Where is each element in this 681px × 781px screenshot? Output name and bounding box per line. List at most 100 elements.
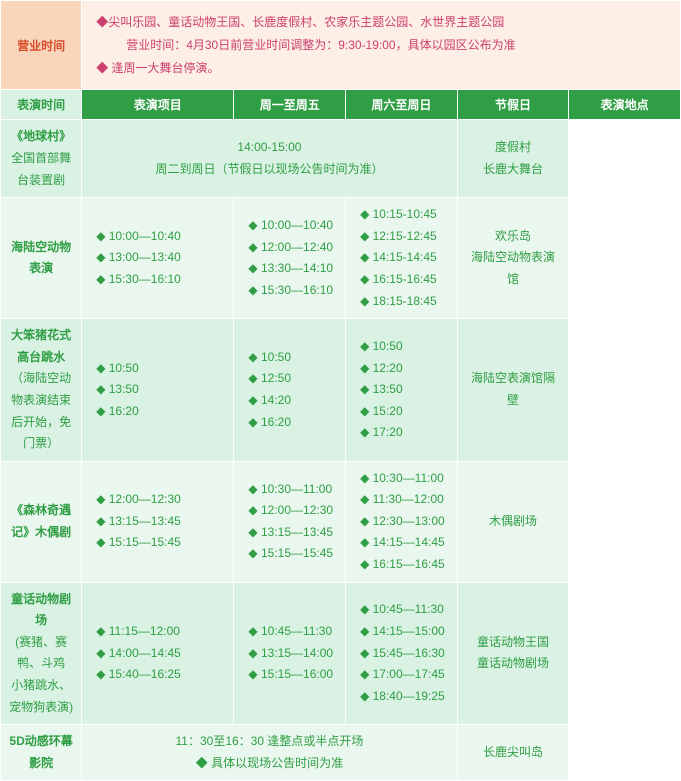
time-list: 10:45—11:3013:15—14:0015:15—16:00 (242, 621, 337, 686)
time-item: 13:15—13:45 (96, 511, 225, 533)
time-list: 11:15—12:0014:00—14:4515:40—16:25 (90, 621, 225, 686)
show-name-sub: (赛猪、赛鸭、斗鸡 (9, 632, 73, 675)
merged-time-cell: 11：30至16：30 逢整点或半点开场具体以现场公告时间为准 (82, 725, 458, 781)
location-cell: 度假村长鹿大舞台 (457, 120, 569, 198)
show-name-main: 童话动物剧场 (9, 589, 73, 632)
time-item: 14:15—14:45 (360, 532, 449, 554)
time-item: 15:20 (360, 401, 449, 423)
time-item: 10:50 (248, 347, 337, 369)
time-item: 11:30—12:00 (360, 489, 449, 511)
time-item: 10:50 (360, 336, 449, 358)
time-cell: 10:5012:2013:5015:2017:20 (346, 319, 458, 462)
time-item: 15:15—15:45 (96, 532, 225, 554)
time-list: 12:00—12:3013:15—13:4515:15—15:45 (90, 489, 225, 554)
location-line: 海陆空表演馆隔壁 (466, 368, 561, 411)
table-row: 《森林奇遇记》木偶剧12:00—12:3013:15—13:4515:15—15… (1, 461, 681, 582)
header-row: 表演时间 表演项目 周一至周五 周六至周日 节假日 表演地点 (1, 90, 681, 120)
time-item: 12:50 (248, 368, 337, 390)
header-weekday: 周一至周五 (234, 90, 346, 120)
show-name-main: 海陆空动物表演 (9, 237, 73, 280)
show-name-main: 《地球村》 (9, 126, 73, 148)
time-item: 16:15-16:45 (360, 269, 449, 291)
hours-line: 营业时间：4月30日前营业时间调整为：9:30-19:00，具体以园区公布为准 (96, 34, 666, 57)
hours-line: ◆尖叫乐园、童话动物王国、长鹿度假村、农家乐主题公园、水世界主题公园 (96, 11, 666, 34)
time-item: 18:40—19:25 (360, 686, 449, 708)
time-cell: 10:45—11:3014:15—15:0015:45—16:3017:00—1… (346, 582, 458, 725)
location-line: 欢乐岛 (466, 226, 561, 248)
time-cell: 10:00—10:4013:00—13:4015:30—16:10 (82, 198, 234, 319)
table-row: 海陆空动物表演10:00—10:4013:00—13:4015:30—16:10… (1, 198, 681, 319)
time-item: 14:00—14:45 (96, 643, 225, 665)
table-row: 大笨猪花式高台跳水（海陆空动物表演结束后开始，免门票）10:5013:5016:… (1, 319, 681, 462)
time-item: 15:30—16:10 (248, 280, 337, 302)
location-line: 度假村 (466, 137, 561, 159)
time-cell: 10:00—10:4012:00—12:4013:30—14:1015:30—1… (234, 198, 346, 319)
header-show: 表演项目 (82, 90, 234, 120)
shows-time-label: 表演时间 (1, 90, 82, 120)
time-list: 10:30—11:0011:30—12:0012:30—13:0014:15—1… (354, 468, 449, 576)
time-item: 13:30—14:10 (248, 258, 337, 280)
time-list: 10:00—10:4012:00—12:4013:30—14:1015:30—1… (242, 215, 337, 301)
show-name-cell: 《森林奇遇记》木偶剧 (1, 461, 82, 582)
time-list: 10:5012:5014:2016:20 (242, 347, 337, 433)
time-item: 17:20 (360, 422, 449, 444)
location-line: 木偶剧场 (466, 511, 561, 533)
time-list: 10:5013:5016:20 (90, 358, 225, 423)
time-item: 18:15-18:45 (360, 291, 449, 313)
time-item: 10:45—11:30 (248, 621, 337, 643)
header-weekend: 周六至周日 (346, 90, 458, 120)
show-name-cell: 《地球村》全国首部舞台装置剧 (1, 120, 82, 198)
time-item: 12:00—12:30 (248, 500, 337, 522)
table-row: 5D动感环幕影院11：30至16：30 逢整点或半点开场具体以现场公告时间为准长… (1, 725, 681, 781)
time-list: 10:45—11:3014:15—15:0015:45—16:3017:00—1… (354, 599, 449, 707)
time-item: 12:20 (360, 358, 449, 380)
time-list: 10:30—11:0012:00—12:3013:15—13:4515:15—1… (242, 479, 337, 565)
merged-time-line: 14:00-15:00 (90, 137, 449, 159)
location-line: 童话动物王国 (466, 632, 561, 654)
time-item: 16:20 (248, 412, 337, 434)
location-cell: 欢乐岛海陆空动物表演馆 (457, 198, 569, 319)
time-cell: 10:15-10:4512:15-12:4514:15-14:4516:15-1… (346, 198, 458, 319)
time-cell: 10:30—11:0012:00—12:3013:15—13:4515:15—1… (234, 461, 346, 582)
time-list: 10:5012:2013:5015:2017:20 (354, 336, 449, 444)
time-item: 12:15-12:45 (360, 226, 449, 248)
time-item: 14:20 (248, 390, 337, 412)
time-item: 13:50 (360, 379, 449, 401)
time-item: 13:50 (96, 379, 225, 401)
location-line: 海陆空动物表演馆 (466, 247, 561, 290)
time-list: 10:15-10:4512:15-12:4514:15-14:4516:15-1… (354, 204, 449, 312)
show-name-sub: （海陆空动物表演结束后开始，免门票） (9, 368, 73, 454)
header-holiday: 节假日 (457, 90, 569, 120)
time-item: 10:50 (96, 358, 225, 380)
time-item: 10:45—11:30 (360, 599, 449, 621)
merged-time-cell: 14:00-15:00周二到周日（节假日以现场公告时间为准） (82, 120, 458, 198)
location-cell: 海陆空表演馆隔壁 (457, 319, 569, 462)
time-cell: 10:5013:5016:20 (82, 319, 234, 462)
time-item: 10:00—10:40 (96, 226, 225, 248)
time-item: 10:30—11:00 (360, 468, 449, 490)
time-cell: 10:30—11:0011:30—12:0012:30—13:0014:15—1… (346, 461, 458, 582)
time-item: 11:15—12:00 (96, 621, 225, 643)
time-item: 12:00—12:30 (96, 489, 225, 511)
show-name-sub: 小猪跳水、宠物狗表演) (9, 675, 73, 718)
location-line: 童话动物剧场 (466, 653, 561, 675)
show-name-main: 5D动感环幕影院 (9, 731, 73, 774)
show-name-sub: 全国首部舞台装置剧 (9, 148, 73, 191)
table-row: 《地球村》全国首部舞台装置剧14:00-15:00周二到周日（节假日以现场公告时… (1, 120, 681, 198)
location-cell: 木偶剧场 (457, 461, 569, 582)
location-cell: 童话动物王国童话动物剧场 (457, 582, 569, 725)
location-cell: 长鹿尖叫岛 (457, 725, 569, 781)
time-item: 15:40—16:25 (96, 664, 225, 686)
time-cell: 11:15—12:0014:00—14:4515:40—16:25 (82, 582, 234, 725)
merged-time-line: 周二到周日（节假日以现场公告时间为准） (90, 159, 449, 181)
time-item: 12:30—13:00 (360, 511, 449, 533)
show-name-cell: 海陆空动物表演 (1, 198, 82, 319)
time-item: 16:20 (96, 401, 225, 423)
time-item: 10:00—10:40 (248, 215, 337, 237)
business-hours-content: ◆尖叫乐园、童话动物王国、长鹿度假村、农家乐主题公园、水世界主题公园 营业时间：… (82, 1, 681, 90)
show-name-cell: 5D动感环幕影院 (1, 725, 82, 781)
time-item: 15:15—15:45 (248, 543, 337, 565)
time-item: 10:30—11:00 (248, 479, 337, 501)
show-name-main: 大笨猪花式高台跳水 (9, 325, 73, 368)
business-hours-label: 营业时间 (1, 1, 82, 90)
